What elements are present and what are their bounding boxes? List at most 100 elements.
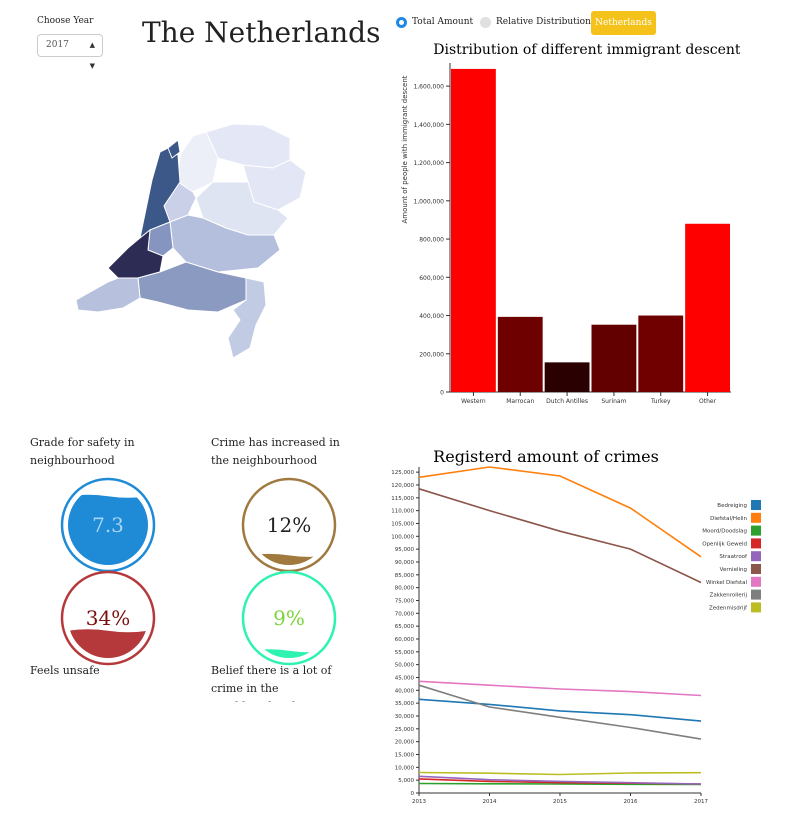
line-chart-y-tick-label: 75,000 — [395, 598, 415, 604]
bar-dutch-antilles[interactable] — [544, 362, 590, 392]
bar-chart-x-tick-label: Other — [699, 398, 717, 405]
bar-surinam[interactable] — [591, 324, 637, 392]
radio-total-label: Total Amount — [412, 17, 474, 27]
bar-western[interactable] — [451, 68, 496, 392]
legend-swatch-straatroof — [751, 551, 761, 562]
line-chart-y-tick-label: 45,000 — [395, 675, 415, 681]
province-limburg[interactable] — [227, 277, 267, 359]
bar-chart-y-tick-label: 0 — [440, 390, 444, 397]
bar-chart-x-tick-label: Western — [461, 398, 486, 405]
page-title: The Netherlands — [142, 16, 381, 49]
legend-label-diefstal-helin: Diefstal/Helin — [710, 516, 747, 522]
line-chart-x-tick-label: 2013 — [412, 799, 426, 805]
legend-label-bedreiging: Bedreiging — [717, 503, 747, 509]
radio-relative-label: Relative Distribution — [496, 17, 591, 27]
radio-total-amount[interactable]: Total Amount — [396, 14, 473, 30]
legend-swatch-bedreiging — [751, 500, 761, 510]
line-chart-x-tick-label: 2015 — [553, 799, 567, 805]
series-line-winkel-diefstal[interactable] — [418, 680, 702, 697]
legend-swatch-zedenmisdrijf — [751, 602, 761, 613]
bar-chart-y-tick-label: 1,400,000 — [413, 122, 444, 129]
bar-chart-y-tick-label: 1,200,000 — [413, 160, 444, 167]
line-chart-x-tick-label: 2014 — [483, 799, 497, 805]
province-groningen[interactable] — [205, 123, 291, 169]
line-chart-y-tick-label: 85,000 — [395, 573, 415, 579]
line-chart-y-tick-label: 5,000 — [398, 778, 414, 784]
line-chart-y-tick-label: 65,000 — [395, 624, 415, 630]
gauge-fill — [249, 553, 329, 565]
line-chart-title: Registerd amount of crimes — [433, 447, 659, 466]
series-line-straatroof[interactable] — [418, 775, 702, 785]
gauge-ring — [60, 570, 156, 666]
line-chart-x-tick-label: 2016 — [624, 799, 638, 805]
series-line-zedenmisdrijf[interactable] — [418, 771, 702, 776]
gauge-label: Grade for safety in neighbourhood — [30, 436, 135, 467]
gauge-fill — [68, 629, 148, 658]
province-gelderland[interactable] — [169, 214, 281, 273]
bar-other[interactable] — [685, 223, 730, 392]
line-chart-y-tick-label: 115,000 — [391, 496, 414, 502]
line-chart-y-tick-label: 55,000 — [395, 650, 415, 656]
bar-chart-x-tick-label: Marrocan — [506, 398, 534, 405]
line-chart-y-tick-label: 110,000 — [391, 509, 414, 515]
line-chart-y-tick-label: 0 — [411, 791, 415, 797]
line-chart-y-tick-label: 30,000 — [395, 714, 415, 720]
netherlands-button[interactable]: Netherlands — [591, 11, 656, 35]
line-chart-y-tick-label: 10,000 — [395, 765, 415, 771]
bar-chart-title: Distribution of different immigrant desc… — [433, 42, 740, 58]
bar-turkey[interactable] — [638, 315, 684, 392]
radio-unselected-icon — [480, 16, 491, 28]
gauge-value: 9% — [273, 606, 305, 630]
series-line-zakkenrollerij[interactable] — [418, 684, 702, 740]
line-chart-x-tick-label: 2017 — [694, 799, 708, 805]
year-picker-label: Choose Year — [37, 16, 94, 26]
province-zeeland[interactable] — [75, 277, 141, 313]
year-select[interactable]: 2017 ▲ ▼ — [37, 34, 103, 70]
bar-chart-y-tick-label: 800,000 — [419, 237, 444, 244]
series-line-vernieling[interactable] — [418, 488, 702, 584]
line-chart-y-tick-label: 100,000 — [391, 534, 414, 540]
bar-marrocan[interactable] — [497, 316, 543, 392]
series-line-bedreiging[interactable] — [418, 698, 702, 722]
crime-line-chart: Registerd amount of crimes 0 5,000 10,000 15… — [391, 447, 761, 805]
bar-chart-y-axis-label: Amount of people with immigrant descent — [401, 75, 409, 223]
line-chart-y-tick-label: 120,000 — [391, 483, 414, 489]
line-chart-y-tick-label: 50,000 — [395, 663, 415, 669]
legend-swatch-openlijk-geweld — [751, 538, 761, 549]
line-chart-y-tick-label: 15,000 — [395, 752, 415, 758]
gauge-fill — [68, 494, 148, 565]
bar-chart-y-tick-label: 600,000 — [419, 275, 444, 282]
series-line-moord-doodslag[interactable] — [418, 782, 702, 786]
gauge-value: 7.3 — [92, 513, 124, 537]
gauge-ring — [241, 570, 337, 666]
legend-label-vernieling: Vernieling — [720, 567, 747, 573]
line-chart-y-tick-label: 40,000 — [395, 688, 415, 694]
legend-swatch-moord-doodslag — [751, 525, 761, 536]
legend-label-zakkenrollerij: Zakkenrollerij — [710, 593, 748, 599]
line-chart-y-tick-label: 25,000 — [395, 727, 415, 733]
legend-label-openlijk-geweld: Openlijk Geweld — [702, 541, 747, 547]
legend-swatch-vernieling — [751, 564, 761, 574]
bar-chart-x-tick-label: Surinam — [601, 398, 626, 405]
bar-chart-y-tick-label: 400,000 — [419, 313, 444, 320]
immigrant-descent-bar-chart: Distribution of different immigrant desc… — [401, 42, 740, 405]
line-chart-y-tick-label: 20,000 — [395, 740, 415, 746]
legend-label-zedenmisdrijf: Zedenmisdrijf — [709, 605, 748, 611]
chevron-updown-icon: ▲ ▼ — [89, 41, 95, 70]
line-chart-y-tick-label: 105,000 — [391, 521, 414, 527]
series-line-diefstal-helin[interactable] — [418, 466, 702, 558]
line-chart-y-tick-label: 95,000 — [395, 547, 415, 553]
line-chart-y-tick-label: 125,000 — [391, 470, 414, 476]
line-chart-y-tick-label: 90,000 — [395, 560, 415, 566]
legend-label-moord-doodslag: Moord/Doodslag — [702, 529, 747, 535]
line-chart-y-tick-label: 70,000 — [395, 611, 415, 617]
legend-swatch-winkel-diefstal — [751, 576, 761, 587]
radio-relative-distribution[interactable]: Relative Distribution — [480, 14, 591, 30]
bar-chart-x-tick-label: Dutch Antilles — [546, 398, 588, 405]
bar-chart-y-tick-label: 200,000 — [419, 351, 444, 358]
netherlands-province-map[interactable] — [68, 110, 328, 365]
legend-label-straatroof: Straatroof — [719, 554, 748, 560]
province-wadden-island[interactable] — [167, 139, 181, 159]
line-chart-y-tick-label: 80,000 — [395, 586, 415, 592]
legend-label-winkel-diefstal: Winkel Diefstal — [706, 580, 747, 586]
